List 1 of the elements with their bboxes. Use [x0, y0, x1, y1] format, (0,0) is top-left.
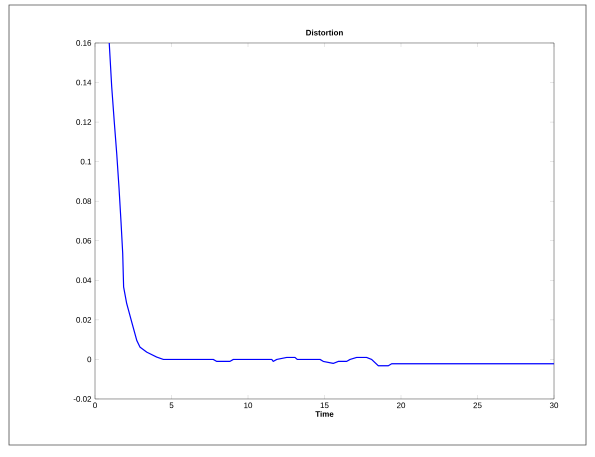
- line-series: [108, 42, 554, 366]
